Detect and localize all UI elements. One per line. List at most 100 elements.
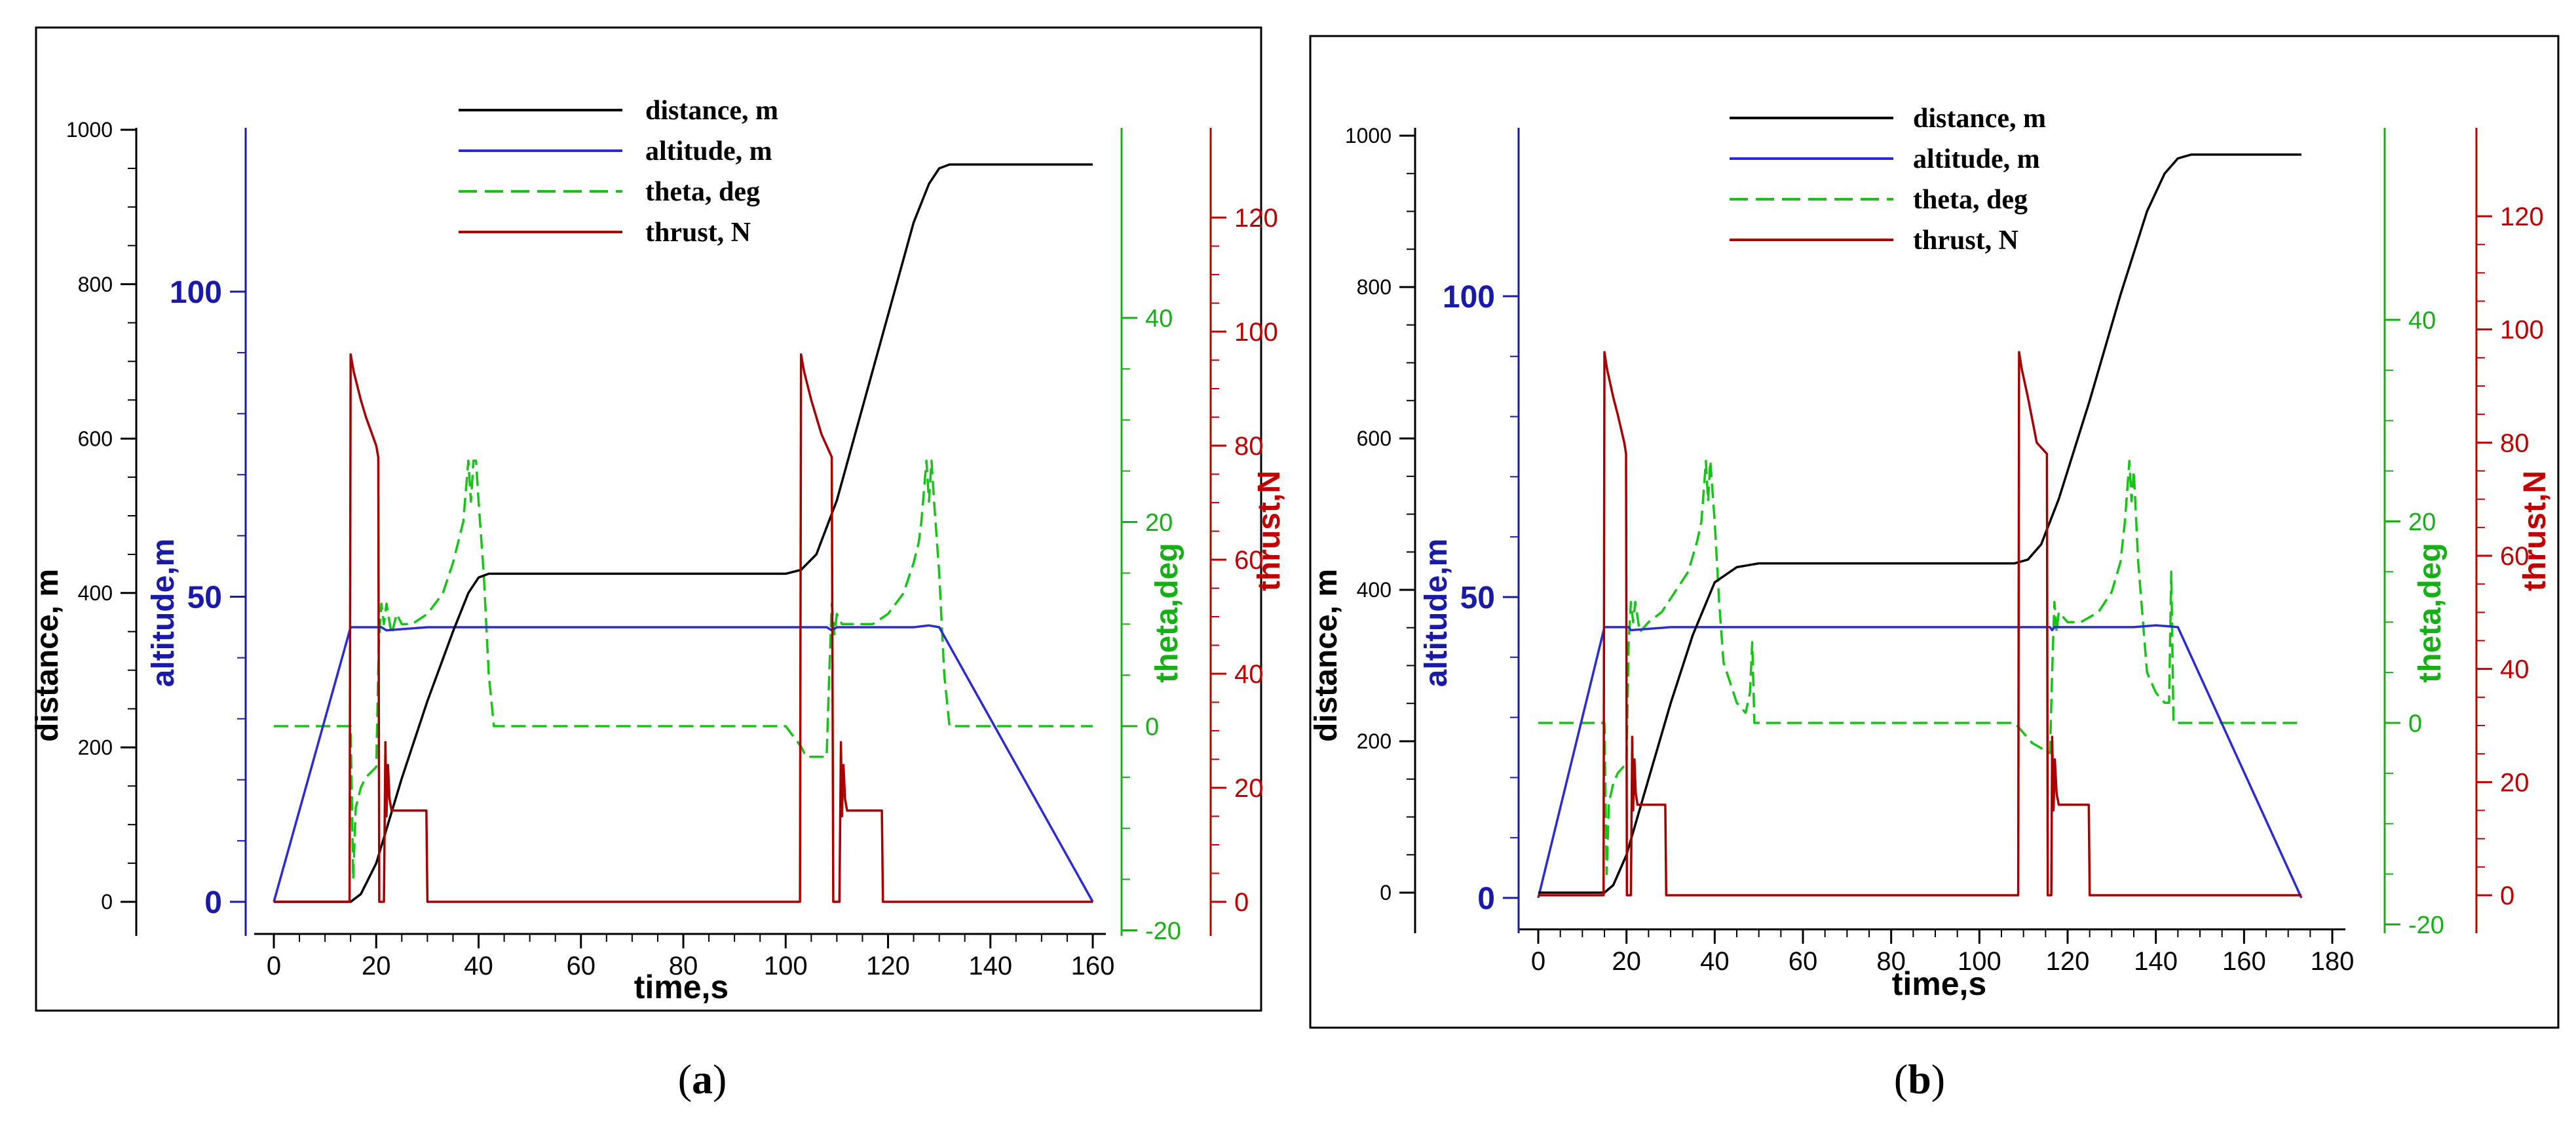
altitude-tick-label: 50 — [187, 580, 222, 615]
x-tick-label: 100 — [764, 952, 808, 980]
theta-axis-title: theta,deg — [2413, 543, 2448, 682]
legend-label-theta: theta, deg — [645, 177, 760, 207]
legend-label-altitude: altitude, m — [1913, 144, 2040, 174]
x-tick-label: 120 — [2046, 947, 2090, 976]
x-tick-label: 100 — [1958, 947, 2001, 976]
series-theta-line — [274, 459, 1093, 881]
chart-panel-b: 0 20 40 60 80 100 120 140 160 180time,s0200400600… — [1309, 35, 2560, 1102]
distance-tick-label: 800 — [78, 273, 113, 296]
thrust-tick-label: 120 — [2500, 203, 2544, 231]
thrust-tick-label: 120 — [1234, 204, 1278, 233]
distance-tick-label: 800 — [1357, 275, 1392, 299]
thrust-tick-label: 0 — [2500, 882, 2514, 910]
panel-frame — [35, 26, 1262, 1012]
thrust-tick-label: 100 — [1234, 318, 1278, 347]
x-tick-label: 40 — [1700, 947, 1730, 976]
legend: distance, m altitude, m theta, deg thrust, … — [459, 96, 778, 248]
distance-axis-title: distance, m — [30, 569, 65, 742]
panel-caption: (b) — [1894, 1056, 1945, 1102]
distance-axis: 0 200 400 600 800 1000 distance, m — [1309, 124, 1416, 933]
series-thrust-line — [1538, 351, 2301, 897]
distance-tick-label: 0 — [1380, 881, 1392, 904]
distance-tick-label: 200 — [78, 736, 113, 760]
x-axis-title: time,s — [1892, 965, 1987, 1002]
x-axis: 0 20 40 60 80 100 120 140 160 180 time,s — [1519, 928, 2355, 1002]
distance-tick-label: 1000 — [1345, 124, 1392, 147]
altitude-axis: 0 50 100 altitude,m — [1419, 128, 1520, 933]
thrust-tick-label: 60 — [1234, 546, 1264, 575]
legend-label-thrust: thrust, N — [645, 218, 751, 248]
distance-tick-label: 600 — [1357, 427, 1392, 450]
thrust-tick-label: 20 — [2500, 768, 2529, 797]
x-axis-title: time,s — [634, 969, 729, 1005]
thrust-axis-title: thrust,N — [2518, 471, 2552, 591]
altitude-tick-label: 100 — [170, 275, 222, 310]
panel-frame — [1309, 35, 2560, 1029]
theta-tick-label: -20 — [1145, 918, 1181, 945]
x-tick-label: 40 — [464, 952, 493, 980]
theta-axis: -20 0 20 40 theta,deg — [2383, 128, 2448, 939]
thrust-tick-label: 80 — [2500, 429, 2529, 457]
legend: distance, m altitude, m theta, deg thrust, … — [1730, 104, 2046, 256]
altitude-axis-title: altitude,m — [146, 539, 181, 688]
theta-tick-label: 20 — [2408, 509, 2436, 536]
x-tick-label: 140 — [2134, 947, 2178, 976]
legend-label-theta: theta, deg — [1913, 185, 2028, 215]
legend-label-altitude: altitude, m — [645, 136, 772, 166]
legend-label-distance: distance, m — [1913, 104, 2046, 134]
chart-panel-a: 0 20 40 60 80 100 120 140 160time,s0200400600800… — [30, 26, 1287, 1102]
thrust-axis-title: thrust,N — [1252, 471, 1287, 591]
altitude-axis: 0 50 100 altitude,m — [146, 128, 247, 936]
x-tick-label: 20 — [362, 952, 391, 980]
altitude-tick-label: 0 — [1477, 882, 1495, 916]
distance-tick-label: 200 — [1357, 729, 1392, 753]
altitude-tick-label: 100 — [1443, 280, 1495, 315]
thrust-tick-label: 60 — [2500, 542, 2529, 571]
distance-tick-label: 400 — [1357, 578, 1392, 602]
distance-tick-label: 1000 — [66, 118, 113, 142]
x-tick-label: 0 — [267, 952, 281, 980]
theta-tick-label: 20 — [1145, 509, 1173, 537]
theta-tick-label: -20 — [2408, 912, 2444, 939]
x-tick-label: 0 — [1531, 947, 1545, 976]
altitude-tick-label: 0 — [204, 885, 222, 920]
series-theta-line — [1538, 459, 2301, 876]
x-tick-label: 160 — [1071, 952, 1115, 980]
x-tick-label: 80 — [669, 952, 698, 980]
altitude-tick-label: 50 — [1460, 581, 1495, 615]
theta-tick-label: 40 — [2408, 307, 2436, 334]
thrust-tick-label: 20 — [1234, 774, 1264, 803]
legend-label-distance: distance, m — [645, 96, 778, 126]
thrust-tick-label: 100 — [2500, 316, 2544, 345]
theta-tick-label: 40 — [1145, 305, 1173, 332]
distance-axis: 0 200 400 600 800 1000 distance, m — [30, 118, 138, 936]
thrust-tick-label: 0 — [1234, 888, 1249, 917]
distance-tick-label: 0 — [101, 890, 113, 914]
thrust-axis: 0 20 40 60 80 100 120 thrust,N — [1209, 128, 1287, 936]
legend-label-thrust: thrust, N — [1913, 225, 2018, 256]
theta-tick-label: 0 — [2408, 710, 2422, 737]
x-tick-label: 160 — [2222, 947, 2266, 976]
x-tick-label: 60 — [1789, 947, 1818, 976]
x-tick-label: 140 — [968, 952, 1012, 980]
x-tick-label: 80 — [1876, 947, 1906, 976]
distance-tick-label: 600 — [78, 427, 113, 450]
theta-axis-title: theta,deg — [1150, 543, 1184, 682]
thrust-tick-label: 80 — [1234, 432, 1264, 461]
theta-axis: -20 0 20 40 theta,deg — [1120, 128, 1184, 945]
x-tick-label: 180 — [2311, 947, 2355, 976]
x-tick-label: 20 — [1612, 947, 1641, 976]
x-tick-label: 60 — [567, 952, 596, 980]
series-thrust-line — [274, 353, 1093, 903]
x-tick-label: 120 — [866, 952, 910, 980]
theta-tick-label: 0 — [1145, 713, 1159, 741]
altitude-axis-title: altitude,m — [1419, 539, 1454, 688]
distance-axis-title: distance, m — [1309, 569, 1344, 742]
thrust-tick-label: 40 — [2500, 655, 2529, 684]
x-axis: 0 20 40 60 80 100 120 140 160 time,s — [254, 933, 1115, 1005]
series-altitude-line — [273, 624, 1094, 902]
thrust-tick-label: 40 — [1234, 660, 1264, 689]
series-distance-line — [1538, 153, 2301, 894]
thrust-axis: 0 20 40 60 80 100 120 thrust,N — [2475, 128, 2552, 933]
